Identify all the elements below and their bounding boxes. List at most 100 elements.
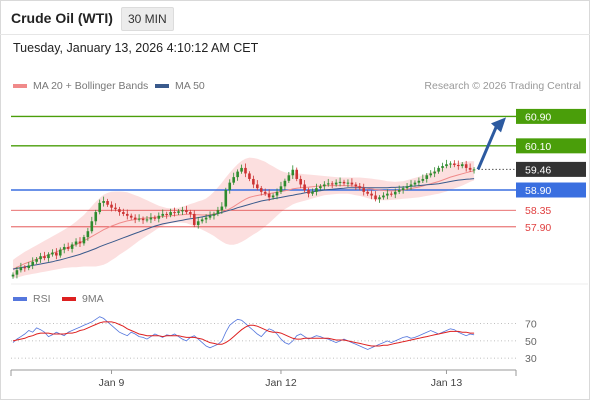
candle-body bbox=[287, 175, 291, 181]
candle-body bbox=[74, 241, 78, 245]
candle-body bbox=[58, 249, 62, 256]
legend-label-rsi: RSI bbox=[33, 293, 51, 305]
candle-body bbox=[252, 178, 255, 185]
candle-body bbox=[196, 221, 200, 225]
bollinger-band-area bbox=[13, 157, 475, 279]
candle-body bbox=[330, 183, 334, 185]
candle-body bbox=[78, 241, 82, 244]
ma20-line bbox=[12, 170, 475, 270]
time-tick-label: Jan 12 bbox=[265, 377, 297, 389]
candle-body bbox=[421, 178, 425, 181]
candle-body bbox=[141, 218, 145, 221]
candle-body bbox=[137, 218, 141, 220]
candle-body bbox=[283, 180, 287, 187]
candle-body bbox=[94, 212, 98, 222]
level-label-support: 58.35 bbox=[525, 205, 551, 217]
candle-body bbox=[401, 188, 405, 190]
instrument-title: Crude Oil (WTI) bbox=[11, 10, 113, 26]
candle-body bbox=[228, 182, 232, 190]
candle-body bbox=[346, 182, 350, 184]
candle-body bbox=[311, 191, 314, 194]
candle-body bbox=[271, 195, 275, 198]
candle-body bbox=[145, 219, 149, 221]
candle-body bbox=[472, 169, 476, 171]
credit-text: Research © 2026 Trading Central bbox=[424, 80, 581, 92]
candle-body bbox=[110, 204, 113, 208]
candle-body bbox=[437, 167, 440, 172]
candle-body bbox=[165, 213, 168, 216]
candle-body bbox=[464, 164, 468, 168]
candle-body bbox=[429, 173, 433, 176]
candle-body bbox=[82, 237, 86, 244]
candle-body bbox=[11, 274, 15, 277]
candle-body bbox=[441, 166, 444, 168]
candle-body bbox=[378, 197, 381, 200]
candle-body bbox=[149, 217, 153, 220]
candle-body bbox=[244, 167, 247, 174]
candle-body bbox=[220, 206, 224, 211]
candle-body bbox=[417, 180, 421, 183]
candle-body bbox=[157, 215, 161, 219]
legend-ma50: MA 50 bbox=[155, 80, 205, 92]
candle-body bbox=[319, 186, 322, 189]
chart-header: Crude Oil (WTI) 30 MIN bbox=[0, 0, 590, 35]
candle-body bbox=[35, 259, 38, 262]
legend-swatch-rsi bbox=[13, 297, 27, 301]
legend-9ma: 9MA bbox=[62, 293, 104, 305]
candle-body bbox=[70, 244, 74, 249]
candle-body bbox=[47, 254, 50, 259]
candle-body bbox=[169, 212, 172, 216]
candle-body bbox=[248, 173, 251, 179]
candle-body bbox=[386, 193, 389, 196]
legend-label-ma50: MA 50 bbox=[175, 80, 205, 92]
candle-body bbox=[291, 169, 295, 176]
candle-body bbox=[259, 188, 263, 192]
candle-body bbox=[216, 210, 220, 214]
candle-body bbox=[456, 164, 460, 167]
candle-body bbox=[326, 183, 330, 185]
candle-body bbox=[31, 261, 35, 266]
candle-body bbox=[181, 210, 184, 212]
rsi-tick-label: 50 bbox=[525, 336, 537, 348]
candle-body bbox=[397, 190, 401, 192]
candle-body bbox=[192, 213, 196, 225]
candle-body bbox=[374, 195, 377, 200]
time-tick-label: Jan 9 bbox=[99, 377, 125, 389]
candle-body bbox=[98, 202, 101, 213]
level-label-resistance: 60.90 bbox=[525, 111, 551, 123]
candle-body bbox=[102, 201, 105, 203]
level-label-pivot: 58.90 bbox=[525, 185, 551, 197]
candle-body bbox=[315, 188, 318, 192]
candle-body bbox=[362, 188, 366, 192]
candle-body bbox=[27, 265, 31, 269]
level-label-price: 59.46 bbox=[525, 164, 551, 176]
candle-body bbox=[354, 184, 358, 187]
candle-body bbox=[19, 267, 23, 271]
forecast-arrow-head bbox=[491, 117, 506, 133]
candle-body bbox=[393, 191, 397, 195]
candle-body bbox=[449, 163, 452, 165]
candle-body bbox=[405, 186, 409, 189]
candle-body bbox=[390, 193, 393, 195]
legend-label-9ma: 9MA bbox=[82, 293, 104, 305]
candle-body bbox=[122, 212, 125, 214]
candle-body bbox=[350, 182, 354, 185]
candle-body bbox=[51, 252, 54, 255]
candle-body bbox=[23, 267, 27, 269]
time-tick-label: Jan 13 bbox=[431, 377, 463, 389]
candle-body bbox=[66, 247, 70, 249]
candle-body bbox=[133, 217, 137, 220]
candle-body bbox=[299, 178, 302, 185]
timeframe-badge[interactable]: 30 MIN bbox=[121, 7, 174, 31]
candle-body bbox=[15, 270, 19, 275]
candle-body bbox=[208, 215, 212, 218]
candle-body bbox=[240, 167, 243, 172]
timestamp: Tuesday, January 13, 2026 4:10:12 AM CET bbox=[13, 41, 259, 55]
candle-body bbox=[358, 186, 362, 189]
level-label-support: 57.90 bbox=[525, 222, 551, 234]
candle-body bbox=[86, 231, 90, 238]
candle-body bbox=[303, 184, 306, 190]
level-label-resistance: 60.10 bbox=[525, 141, 551, 153]
level-tag-resistance bbox=[516, 108, 586, 124]
